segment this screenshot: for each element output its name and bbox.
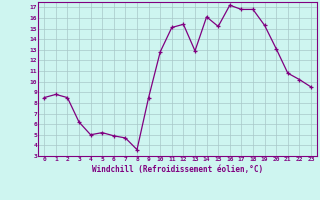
X-axis label: Windchill (Refroidissement éolien,°C): Windchill (Refroidissement éolien,°C) bbox=[92, 165, 263, 174]
